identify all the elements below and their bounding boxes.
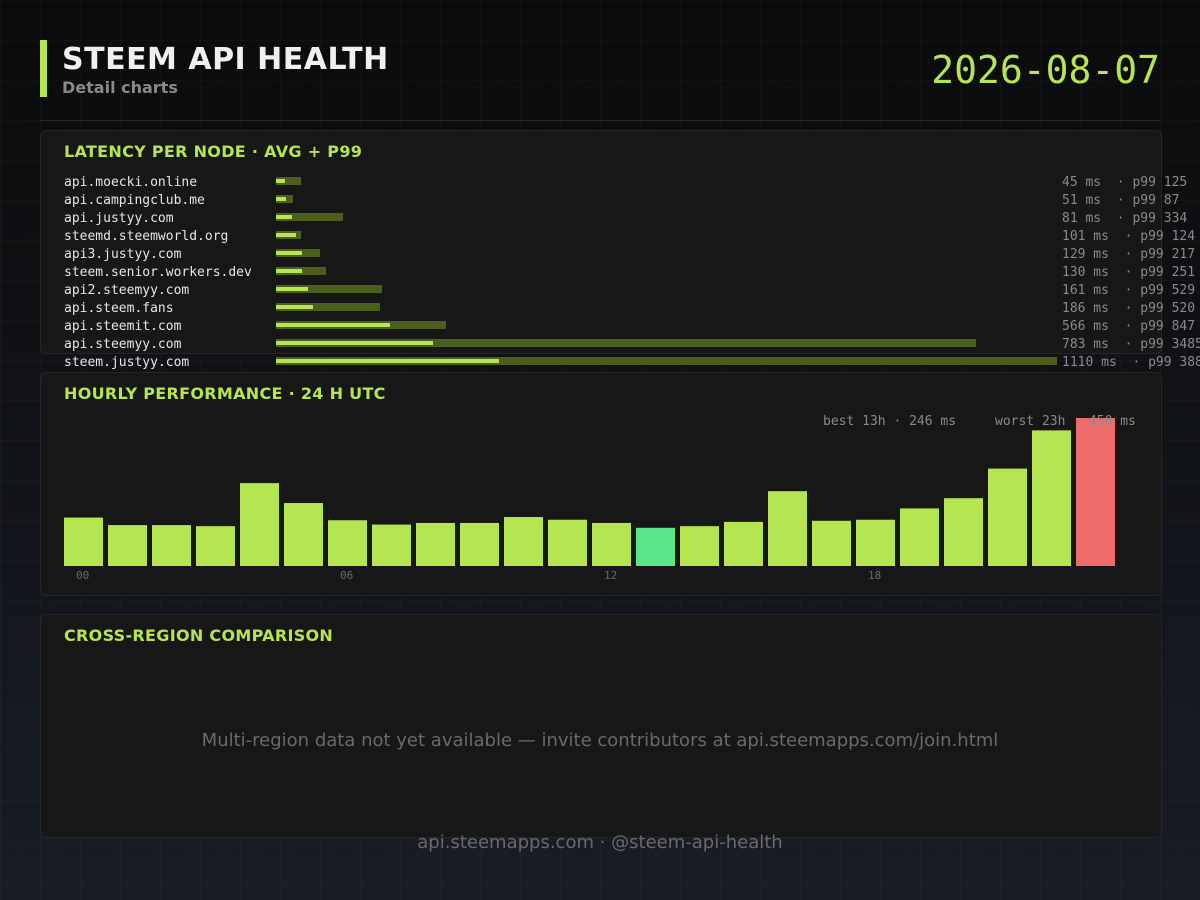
latency-row: steem.justyy.com 1110 ms · p99 3887	[0, 354, 1200, 372]
hour-bar-08	[416, 522, 455, 566]
hour-bar-07	[372, 524, 411, 566]
title-accent-bar	[40, 40, 47, 97]
p99-latency-bar	[276, 285, 383, 293]
hour-bar-04	[240, 483, 279, 566]
hour-bar-09	[460, 522, 499, 566]
node-name-label: api.steem.fans	[64, 301, 174, 316]
p99-latency-bar	[276, 177, 302, 185]
hour-bar-00	[64, 517, 103, 566]
avg-latency-bar	[276, 197, 287, 201]
latency-value-label: 45 ms · p99 125	[1062, 175, 1188, 190]
hour-bar-10	[504, 517, 543, 566]
hourly-panel-title: HOURLY PERFORMANCE · 24 H UTC	[64, 384, 386, 403]
node-name-label: api.justyy.com	[64, 211, 174, 226]
page-subtitle: Detail charts	[62, 78, 178, 97]
latency-row: api.steem.fans 186 ms · p99 520	[0, 300, 1200, 318]
latency-value-label: 129 ms · p99 217	[1062, 247, 1196, 262]
hour-bar-11	[548, 519, 587, 566]
avg-latency-bar	[276, 233, 297, 237]
avg-latency-bar	[276, 269, 303, 273]
latency-chart: api.moecki.online 45 ms · p99 125 api.camp…	[0, 174, 1200, 374]
hour-bar-03	[196, 526, 235, 566]
hour-bar-15	[724, 521, 763, 566]
hour-bar-14	[680, 526, 719, 566]
latency-value-label: 51 ms · p99 87	[1062, 193, 1180, 208]
node-name-label: steemd.steemworld.org	[64, 229, 229, 244]
hour-bar-13	[636, 527, 675, 566]
p99-latency-bar	[276, 357, 1057, 365]
latency-panel: LATENCY PER NODE · AVG + P99	[40, 130, 1162, 354]
avg-latency-bar	[276, 341, 434, 345]
node-name-label: api.steemyy.com	[64, 337, 182, 352]
latency-row: api2.steemyy.com 161 ms · p99 529	[0, 282, 1200, 300]
latency-value-label: 1110 ms · p99 3887	[1062, 355, 1200, 370]
node-name-label: api2.steemyy.com	[64, 283, 190, 298]
latency-row: api.steemyy.com 783 ms · p99 3485	[0, 336, 1200, 354]
avg-latency-bar	[276, 323, 390, 327]
page-title: STEEM API HEALTH	[62, 42, 389, 77]
node-name-label: api.moecki.online	[64, 175, 198, 190]
latency-row: api.steemit.com 566 ms · p99 847	[0, 318, 1200, 336]
avg-latency-bar	[276, 251, 302, 255]
latency-row: api.justyy.com 81 ms · p99 334	[0, 210, 1200, 228]
hour-bar-01	[108, 525, 147, 566]
cross-region-panel-title: CROSS-REGION COMPARISON	[64, 626, 334, 645]
hour-bar-18	[856, 519, 895, 566]
avg-latency-bar	[276, 305, 314, 309]
avg-latency-bar	[276, 215, 293, 219]
latency-value-label: 186 ms · p99 520	[1062, 301, 1196, 316]
latency-panel-title: LATENCY PER NODE · AVG + P99	[64, 142, 363, 161]
latency-row: steemd.steemworld.org 101 ms · p99 124	[0, 228, 1200, 246]
hour-tick-label: 12	[604, 569, 617, 582]
hour-tick-label: 18	[868, 569, 881, 582]
worst-hour-label: worst 23h · 450 ms	[995, 414, 1136, 429]
latency-value-label: 566 ms · p99 847	[1062, 319, 1196, 334]
cross-region-empty-message: Multi-region data not yet available — in…	[201, 730, 999, 751]
avg-latency-bar	[276, 179, 286, 183]
hour-tick-label: 06	[340, 569, 353, 582]
latency-value-label: 130 ms · p99 251	[1062, 265, 1196, 280]
hour-bar-17	[812, 520, 851, 566]
hour-bar-19	[900, 508, 939, 566]
hour-tick-label: 00	[76, 569, 89, 582]
latency-row: api.moecki.online 45 ms · p99 125	[0, 174, 1200, 192]
hour-bar-05	[284, 503, 323, 566]
hour-bar-12	[592, 522, 631, 566]
header-divider	[40, 120, 1160, 121]
node-name-label: steem.senior.workers.dev	[64, 265, 252, 280]
latency-value-label: 101 ms · p99 124	[1062, 229, 1196, 244]
hour-bar-21	[988, 468, 1027, 566]
best-hour-label: best 13h · 246 ms	[823, 414, 957, 429]
hour-bar-22	[1032, 430, 1071, 566]
footer-text: api.steemapps.com · @steem-api-health	[417, 832, 783, 853]
node-name-label: api.campingclub.me	[64, 193, 205, 208]
avg-latency-bar	[276, 359, 500, 363]
avg-latency-bar	[276, 287, 309, 291]
node-name-label: api3.justyy.com	[64, 247, 182, 262]
hour-bar-06	[328, 520, 367, 566]
report-date: 2026-08-07	[931, 48, 1160, 92]
cross-region-panel: CROSS-REGION COMPARISON	[40, 614, 1162, 838]
latency-value-label: 81 ms · p99 334	[1062, 211, 1188, 226]
hour-bar-20	[944, 498, 983, 566]
node-name-label: steem.justyy.com	[64, 355, 190, 370]
hour-bar-02	[152, 525, 191, 566]
latency-row: api.campingclub.me 51 ms · p99 87	[0, 192, 1200, 210]
latency-value-label: 161 ms · p99 529	[1062, 283, 1196, 298]
latency-value-label: 783 ms · p99 3485	[1062, 337, 1200, 352]
hour-bar-23	[1076, 418, 1115, 566]
node-name-label: api.steemit.com	[64, 319, 182, 334]
hour-bar-16	[768, 491, 807, 566]
p99-latency-bar	[276, 213, 344, 221]
latency-row: steem.senior.workers.dev 130 ms · p99 251	[0, 264, 1200, 282]
p99-latency-bar	[276, 339, 977, 347]
p99-latency-bar	[276, 303, 381, 311]
latency-row: api3.justyy.com 129 ms · p99 217	[0, 246, 1200, 264]
hourly-chart: 00 06 12 18	[64, 418, 1115, 582]
